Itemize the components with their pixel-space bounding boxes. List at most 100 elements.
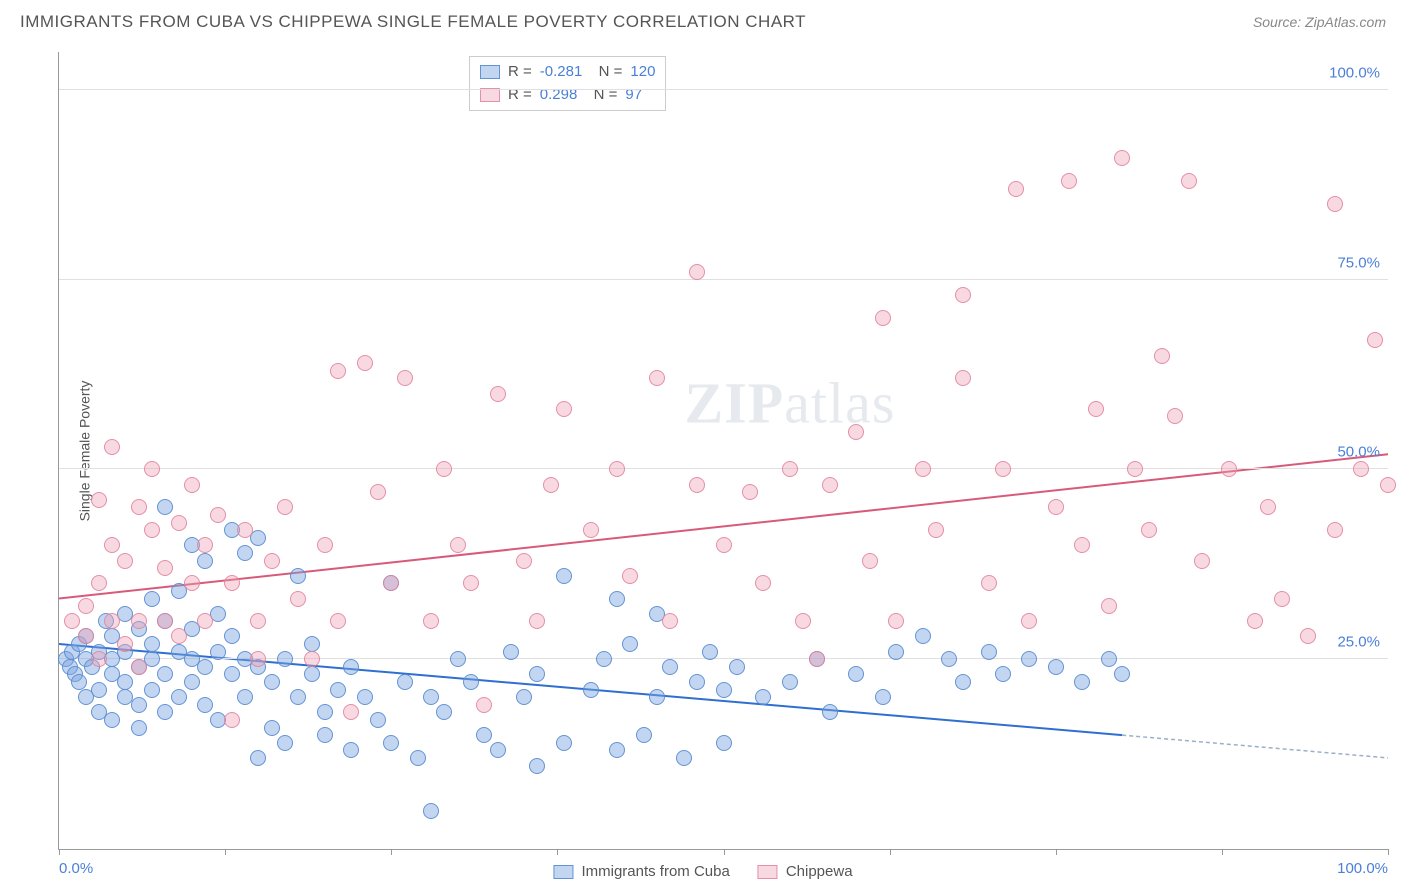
data-point: [516, 553, 532, 569]
swatch-series1: [480, 65, 500, 79]
data-point: [104, 537, 120, 553]
data-point: [184, 477, 200, 493]
data-point: [782, 674, 798, 690]
data-point: [676, 750, 692, 766]
data-point: [1021, 613, 1037, 629]
data-point: [503, 644, 519, 660]
y-tick-label: 100.0%: [1329, 64, 1380, 81]
y-tick-label: 25.0%: [1337, 634, 1380, 651]
data-point: [729, 659, 745, 675]
data-point: [609, 742, 625, 758]
source-attribution: Source: ZipAtlas.com: [1253, 14, 1386, 30]
data-point: [330, 363, 346, 379]
data-point: [476, 697, 492, 713]
data-point: [383, 575, 399, 591]
data-point: [343, 704, 359, 720]
chart-header: IMMIGRANTS FROM CUBA VS CHIPPEWA SINGLE …: [0, 0, 1406, 40]
data-point: [1327, 522, 1343, 538]
data-point: [436, 461, 452, 477]
data-point: [556, 735, 572, 751]
data-point: [622, 636, 638, 652]
data-point: [1114, 150, 1130, 166]
data-point: [1221, 461, 1237, 477]
data-point: [1061, 173, 1077, 189]
data-point: [583, 522, 599, 538]
data-point: [649, 370, 665, 386]
y-tick-label: 75.0%: [1337, 254, 1380, 271]
data-point: [875, 689, 891, 705]
data-point: [131, 697, 147, 713]
data-point: [290, 568, 306, 584]
data-point: [742, 484, 758, 500]
data-point: [184, 674, 200, 690]
data-point: [622, 568, 638, 584]
data-point: [1074, 674, 1090, 690]
data-point: [1300, 628, 1316, 644]
data-point: [237, 689, 253, 705]
data-point: [436, 704, 452, 720]
data-point: [1021, 651, 1037, 667]
x-tick: [391, 849, 392, 855]
gridline: [59, 279, 1388, 280]
x-tick: [1222, 849, 1223, 855]
data-point: [1048, 499, 1064, 515]
data-point: [423, 613, 439, 629]
data-point: [516, 689, 532, 705]
data-point: [822, 477, 838, 493]
data-point: [210, 644, 226, 660]
data-point: [529, 758, 545, 774]
data-point: [1008, 181, 1024, 197]
data-point: [955, 674, 971, 690]
data-point: [117, 636, 133, 652]
data-point: [250, 651, 266, 667]
data-point: [157, 499, 173, 515]
data-point: [264, 553, 280, 569]
data-point: [157, 704, 173, 720]
data-point: [689, 264, 705, 280]
y-tick-label: 50.0%: [1337, 444, 1380, 461]
data-point: [157, 666, 173, 682]
data-point: [848, 424, 864, 440]
data-point: [304, 666, 320, 682]
data-point: [131, 613, 147, 629]
data-point: [370, 712, 386, 728]
data-point: [463, 575, 479, 591]
data-point: [357, 355, 373, 371]
x-tick: [1056, 849, 1057, 855]
data-point: [888, 613, 904, 629]
data-point: [543, 477, 559, 493]
data-point: [131, 720, 147, 736]
trend-lines: [59, 52, 1388, 849]
data-point: [78, 598, 94, 614]
data-point: [702, 644, 718, 660]
data-point: [1088, 401, 1104, 417]
chart-area: Single Female Poverty ZIPatlas R = -0.28…: [48, 52, 1388, 850]
data-point: [636, 727, 652, 743]
x-tick: [557, 849, 558, 855]
data-point: [490, 742, 506, 758]
data-point: [131, 499, 147, 515]
data-point: [250, 750, 266, 766]
gridline: [59, 89, 1388, 90]
data-point: [1353, 461, 1369, 477]
data-point: [716, 537, 732, 553]
data-point: [304, 651, 320, 667]
data-point: [556, 401, 572, 417]
data-point: [529, 666, 545, 682]
data-point: [317, 537, 333, 553]
data-point: [995, 461, 1011, 477]
correlation-legend: R = -0.281 N = 120 R = 0.298 N = 97: [469, 56, 666, 111]
data-point: [277, 499, 293, 515]
data-point: [875, 310, 891, 326]
data-point: [264, 674, 280, 690]
data-point: [117, 553, 133, 569]
data-point: [583, 682, 599, 698]
data-point: [662, 613, 678, 629]
data-point: [1380, 477, 1396, 493]
data-point: [144, 636, 160, 652]
data-point: [91, 651, 107, 667]
data-point: [144, 591, 160, 607]
data-point: [463, 674, 479, 690]
data-point: [1167, 408, 1183, 424]
data-point: [78, 628, 94, 644]
